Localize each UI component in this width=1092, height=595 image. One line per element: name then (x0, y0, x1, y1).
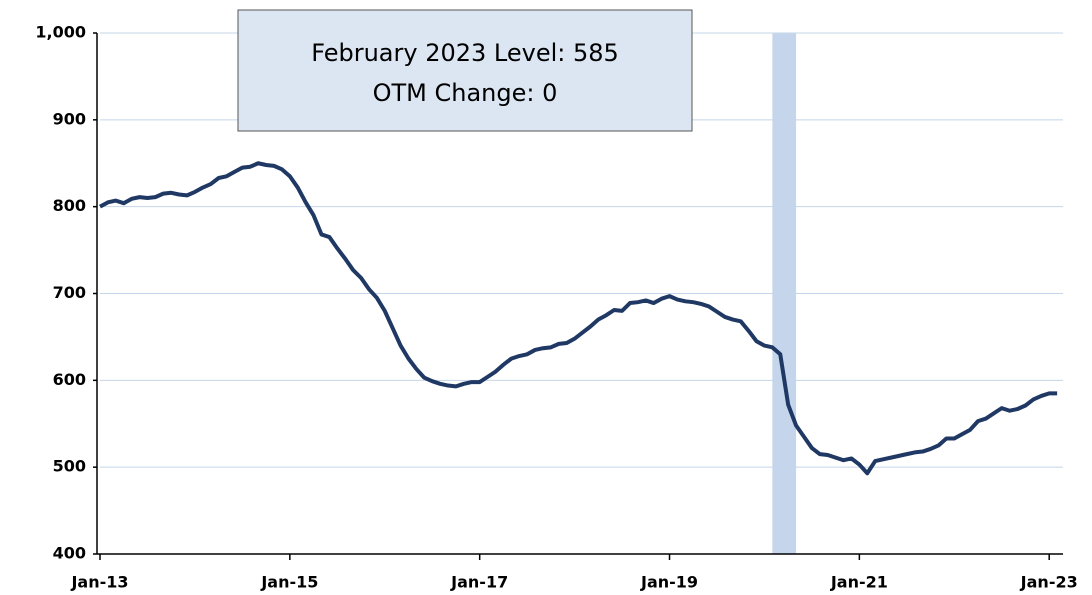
y-tick-label: 400 (53, 544, 86, 563)
y-tick-label: 900 (53, 109, 86, 128)
x-tick-label: Jan-15 (260, 573, 318, 592)
line (99, 161, 1058, 476)
annotation-box (237, 9, 693, 132)
annotation: February 2023 Level: 585 (311, 39, 619, 67)
y-tick-label: 600 (53, 370, 86, 389)
y-tick-label: 500 (53, 457, 86, 476)
x-tick-label: Jan-19 (640, 573, 698, 592)
x-tick-label: Jan-21 (830, 573, 888, 592)
y-tick-label: 800 (53, 196, 86, 215)
y-tick-label: 1,000 (35, 23, 86, 42)
y-tick-label: 700 (53, 283, 86, 302)
x-tick-label: Jan-17 (450, 573, 508, 592)
x-tick-label: Jan-23 (1020, 573, 1078, 592)
annotation: OTM Change: 0 (373, 79, 558, 107)
x-tick-label: Jan-13 (70, 573, 128, 592)
